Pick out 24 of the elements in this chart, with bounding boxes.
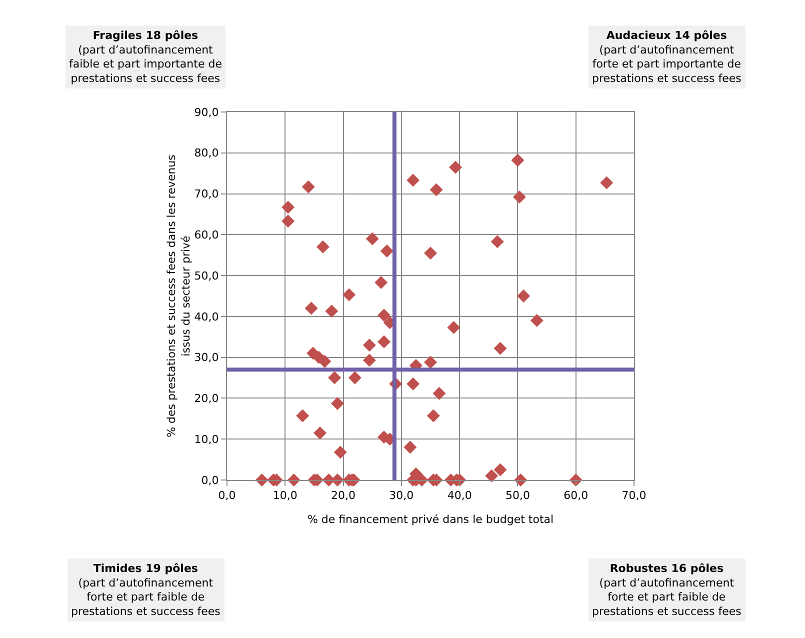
y-tick-label: 60,0 [194, 228, 219, 242]
text: Audacieux 14 pôles (part d’autofinancement forte et part importante de prestations et success fees [592, 29, 742, 85]
x-tick-label: 50,0 [505, 489, 530, 502]
x-tick-label: 60,0 [564, 489, 588, 502]
text: Robustes 16 pôles (part d’autofinancement forte et part faible de prestations et success fees [592, 562, 742, 618]
y-tick-label: 50,0 [194, 269, 219, 282]
x-tick-label: 20,0 [331, 489, 356, 502]
y-tick-label: 20,0 [194, 392, 219, 406]
y-tick-label: 90,0 [194, 106, 219, 119]
y-tick-label: 30,0 [194, 351, 219, 364]
x-tick-label: 40,0 [447, 489, 472, 502]
text: Timides 19 pôles (part d’autofinancement forte et part faible de prestations et success fees [71, 562, 221, 618]
x-tick-label: 0,0 [218, 489, 236, 502]
x-axis-title: % de financement privé dans le budget total [307, 513, 554, 526]
y-axis-title: % des prestations et success fees dans les revenus issus du secteur privé [165, 154, 192, 438]
x-tick-label: 70,0 [622, 489, 646, 502]
y-tick-label: 40,0 [194, 310, 219, 324]
x-tick-label: 30,0 [389, 489, 414, 502]
y-tick-label: 70,0 [194, 188, 219, 201]
y-tick-label: 10,0 [194, 432, 219, 446]
x-tick-label: 10,0 [272, 489, 298, 502]
y-tick-label: 80,0 [194, 146, 219, 160]
y-tick-label: 0,0 [201, 474, 219, 487]
text: Fragiles 18 pôles (part d’autofinancement faible et part importante de prestations et success fees [69, 29, 222, 85]
